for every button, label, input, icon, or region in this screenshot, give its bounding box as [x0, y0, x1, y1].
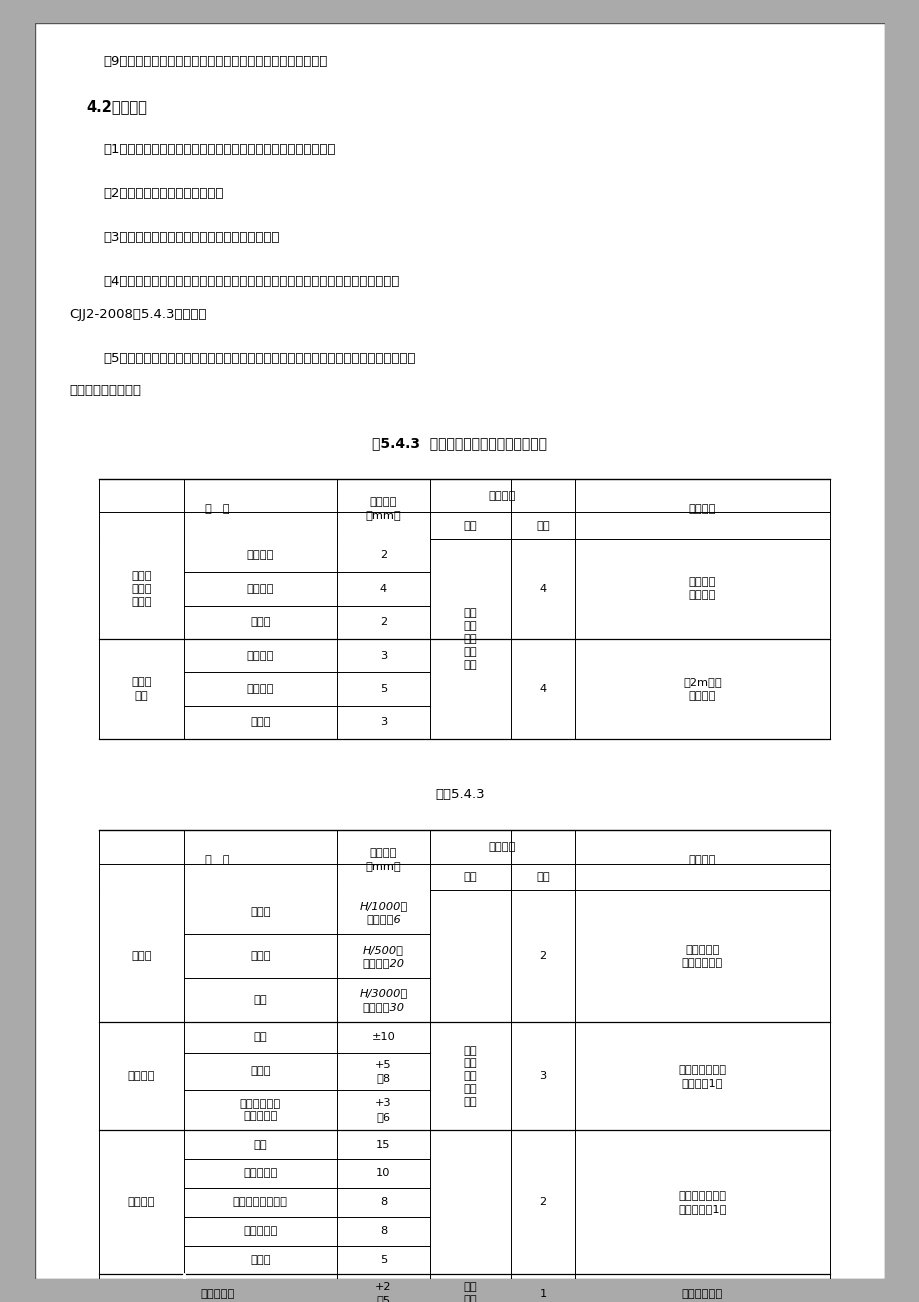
Text: 清水模板: 清水模板: [246, 551, 274, 560]
Text: 用经纬仪测量，
纵、横向各1点: 用经纬仪测量， 纵、横向各1点: [677, 1191, 726, 1213]
Text: 检验频率: 检验频率: [488, 491, 516, 501]
Text: 用经纬仪或
垂线和钢尺量: 用经纬仪或 垂线和钢尺量: [681, 944, 722, 967]
Text: 模内尺寸: 模内尺寸: [128, 1072, 154, 1081]
Text: 3: 3: [539, 1072, 546, 1081]
Text: 2: 2: [539, 1198, 546, 1207]
Text: 用钢尺量、长、
宽、高各1点: 用钢尺量、长、 宽、高各1点: [677, 1065, 725, 1087]
Text: 3: 3: [380, 717, 387, 728]
Text: 项   目: 项 目: [205, 504, 230, 514]
Text: 15: 15: [376, 1139, 391, 1150]
Text: 墩、台: 墩、台: [250, 1066, 270, 1077]
Text: （4）涵洞的模板、支架安装允许偏差应符合《城市桥梁工程施工与质量验收规范》: （4）涵洞的模板、支架安装允许偏差应符合《城市桥梁工程施工与质量验收规范》: [103, 275, 399, 288]
Text: 检验频率: 检验频率: [488, 842, 516, 853]
Text: 3: 3: [380, 651, 387, 660]
Text: 1: 1: [539, 1289, 546, 1298]
Text: 项   目: 项 目: [205, 855, 230, 866]
Text: 每支
承面: 每支 承面: [463, 1282, 477, 1302]
Text: 续表5.4.3: 续表5.4.3: [435, 788, 484, 801]
Text: 10: 10: [376, 1168, 391, 1178]
Text: 点数: 点数: [536, 872, 550, 881]
Text: 混水模板: 混水模板: [246, 583, 274, 594]
Text: +2
－5: +2 －5: [375, 1282, 391, 1302]
Text: 允许偏差
（mm）: 允许偏差 （mm）: [365, 849, 401, 872]
Text: 每个
构筑
物或
每个
构件: 每个 构筑 物或 每个 构件: [463, 1046, 477, 1107]
Text: （9）顶板模板为重复使用模板、支架、卡具经常检查、维修。: （9）顶板模板为重复使用模板、支架、卡具经常检查、维修。: [103, 55, 327, 68]
Text: 梁、板、墙、
柱、桩、拱: 梁、板、墙、 柱、桩、拱: [239, 1099, 280, 1121]
Text: 墙、柱: 墙、柱: [250, 907, 270, 917]
Text: （1）模板平整度、光洁度良好，无凸凹现象，脱模剂刷涂均匀。: （1）模板平整度、光洁度良好，无凸凹现象，脱模剂刷涂均匀。: [103, 143, 335, 156]
Text: 4.2质量标准: 4.2质量标准: [85, 99, 147, 113]
Text: （2）模板的接缝严密、不漏浆。: （2）模板的接缝严密、不漏浆。: [103, 187, 223, 201]
Text: 墩、台、墙: 墩、台、墙: [243, 1168, 278, 1178]
Text: 每个
构筑
物或
每个
构件: 每个 构筑 物或 每个 构件: [463, 608, 477, 669]
Text: 用钢板尺
和塞尺量: 用钢板尺 和塞尺量: [687, 577, 715, 600]
Text: 5: 5: [380, 1255, 387, 1266]
Text: 墩、台: 墩、台: [250, 952, 270, 961]
Text: 4: 4: [539, 583, 546, 594]
Text: 8: 8: [380, 1226, 387, 1236]
Text: 2: 2: [380, 617, 387, 628]
Text: +3
－6: +3 －6: [375, 1099, 391, 1121]
Text: 表面平
整度: 表面平 整度: [130, 677, 152, 700]
Text: H/3000，
且不大于30: H/3000， 且不大于30: [359, 988, 407, 1012]
Text: 清水模板: 清水模板: [246, 651, 274, 660]
Text: 悬浇各梁段: 悬浇各梁段: [243, 1226, 278, 1236]
Text: 轴线偏位: 轴线偏位: [128, 1198, 154, 1207]
Text: 基础: 基础: [253, 1032, 267, 1043]
Text: 2: 2: [539, 952, 546, 961]
Text: 8: 8: [380, 1198, 387, 1207]
Text: 塔柱: 塔柱: [253, 995, 267, 1005]
Text: 用2m直尺
和塞尺量: 用2m直尺 和塞尺量: [682, 677, 720, 700]
Text: 范围: 范围: [463, 521, 477, 531]
Text: 相邻两
板表面
高低差: 相邻两 板表面 高低差: [130, 570, 152, 607]
Text: 4: 4: [539, 684, 546, 694]
Text: 钢模板: 钢模板: [250, 717, 270, 728]
Text: 钢模板: 钢模板: [250, 617, 270, 628]
Text: 支承面高程: 支承面高程: [200, 1289, 234, 1298]
Text: （5）模板拆除时，要注意保护混凝土表面及边角不受损伤，拆除的模板和支架要及时清: （5）模板拆除时，要注意保护混凝土表面及边角不受损伤，拆除的模板和支架要及时清: [103, 352, 415, 365]
Text: H/1000，
且不大于6: H/1000， 且不大于6: [359, 901, 407, 924]
Text: CJJ2-2008表5.4.3的规定。: CJJ2-2008表5.4.3的规定。: [69, 307, 206, 320]
Text: 基础: 基础: [253, 1139, 267, 1150]
Text: 5: 5: [380, 684, 387, 694]
Text: 4: 4: [380, 583, 387, 594]
Text: 检验方法: 检验方法: [687, 504, 715, 514]
Text: 混水模板: 混水模板: [246, 684, 274, 694]
Text: 允许偏差
（mm）: 允许偏差 （mm）: [365, 497, 401, 521]
Text: 垂直度: 垂直度: [130, 952, 152, 961]
Text: H/500，
且不大于20: H/500， 且不大于20: [362, 944, 404, 967]
Text: 用水准仪测量: 用水准仪测量: [681, 1289, 722, 1298]
Text: ±10: ±10: [371, 1032, 395, 1043]
Text: 点数: 点数: [536, 521, 550, 531]
Text: 范围: 范围: [463, 872, 477, 881]
Text: +5
－8: +5 －8: [375, 1060, 391, 1083]
Text: 2: 2: [380, 551, 387, 560]
Text: 横隔梁: 横隔梁: [250, 1255, 270, 1266]
Text: 表5.4.3  模板、支架和拱架安装允许偏差: 表5.4.3 模板、支架和拱架安装允许偏差: [372, 436, 547, 450]
Text: 运，保持现场规整。: 运，保持现场规整。: [69, 384, 141, 397]
Text: （3）混凝土浇筑前，模板内的杂物要清理干净。: （3）混凝土浇筑前，模板内的杂物要清理干净。: [103, 230, 279, 243]
Text: 梁、柱、拱、塔柱: 梁、柱、拱、塔柱: [233, 1198, 288, 1207]
Text: 检验方法: 检验方法: [687, 855, 715, 866]
